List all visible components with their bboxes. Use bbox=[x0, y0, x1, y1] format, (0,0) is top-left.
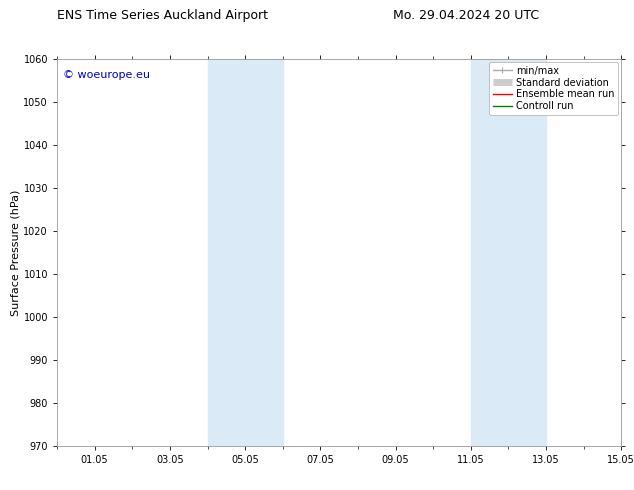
Text: © woeurope.eu: © woeurope.eu bbox=[63, 71, 150, 80]
Text: Mo. 29.04.2024 20 UTC: Mo. 29.04.2024 20 UTC bbox=[393, 9, 539, 22]
Text: ENS Time Series Auckland Airport: ENS Time Series Auckland Airport bbox=[57, 9, 268, 22]
Legend: min/max, Standard deviation, Ensemble mean run, Controll run: min/max, Standard deviation, Ensemble me… bbox=[489, 62, 618, 115]
Bar bbox=[207, 59, 283, 446]
Y-axis label: Surface Pressure (hPa): Surface Pressure (hPa) bbox=[11, 189, 21, 316]
Bar bbox=[471, 59, 546, 446]
